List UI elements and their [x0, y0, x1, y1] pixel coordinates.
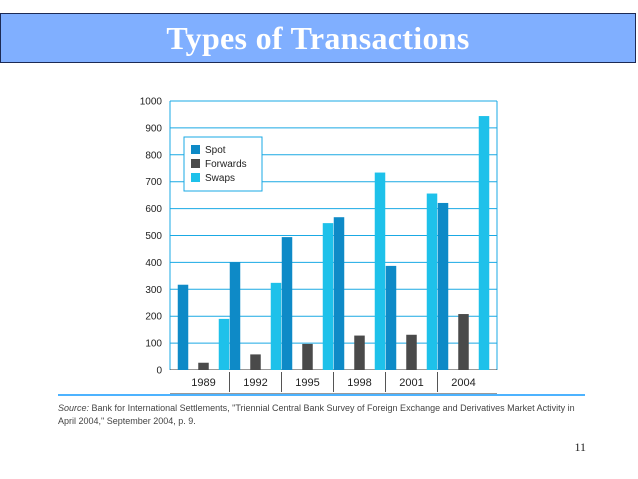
bar-forwards-2004: [458, 314, 469, 370]
legend-label-spot: Spot: [205, 145, 226, 156]
x-tick-label: 2001: [399, 377, 423, 389]
bar-spot-1995: [281, 237, 293, 370]
bar-forwards-1992: [250, 354, 261, 370]
y-tick-label: 100: [145, 339, 162, 350]
x-tick-label: 1998: [347, 377, 371, 389]
bar-swaps-1989: [218, 318, 230, 370]
x-tick-label: 2004: [451, 377, 475, 389]
x-tick-label: 1989: [191, 377, 215, 389]
bar-spot-2004: [437, 202, 449, 370]
bar-spot-1989: [177, 284, 189, 370]
source-note: Source: Bank for International Settlemen…: [58, 402, 578, 428]
bar-swaps-2004: [478, 116, 490, 371]
page-number: 11: [574, 440, 586, 454]
y-tick-label: 0: [156, 366, 162, 377]
y-tick-label: 400: [145, 258, 162, 269]
legend-swatch-forwards: [191, 159, 200, 168]
bar-spot-1998: [333, 217, 345, 370]
legend-swatch-spot: [191, 145, 200, 154]
bar-swaps-1995: [322, 223, 334, 370]
x-tick-label: 1995: [295, 377, 319, 389]
legend-swatch-swaps: [191, 173, 200, 182]
slide-title: Types of Transactions: [166, 19, 470, 56]
bar-forwards-1998: [354, 335, 365, 370]
y-tick-label: 700: [145, 177, 162, 188]
bar-swaps-2001: [426, 193, 438, 370]
y-tick-label: 300: [145, 285, 162, 296]
bar-forwards-1989: [198, 362, 209, 370]
source-label: Source:: [58, 403, 90, 413]
bar-swaps-1998: [374, 172, 386, 370]
bar-spot-1992: [229, 262, 241, 370]
x-tick-label: 1992: [243, 377, 267, 389]
bar-forwards-2001: [406, 334, 417, 370]
legend-label-swaps: Swaps: [205, 173, 235, 184]
title-bar: Types of Transactions: [0, 13, 636, 63]
legend-label-forwards: Forwards: [205, 159, 247, 170]
bar-forwards-1995: [302, 343, 313, 370]
y-tick-label: 200: [145, 312, 162, 323]
y-tick-label: 600: [145, 204, 162, 215]
y-tick-label: 800: [145, 150, 162, 161]
source-divider: [58, 394, 585, 396]
bar-spot-2001: [385, 265, 397, 370]
y-tick-label: 1000: [140, 97, 163, 108]
y-tick-label: 500: [145, 231, 162, 242]
source-text: Bank for International Settlements, "Tri…: [58, 403, 575, 426]
bar-swaps-1992: [270, 282, 282, 370]
y-tick-label: 900: [145, 123, 162, 134]
